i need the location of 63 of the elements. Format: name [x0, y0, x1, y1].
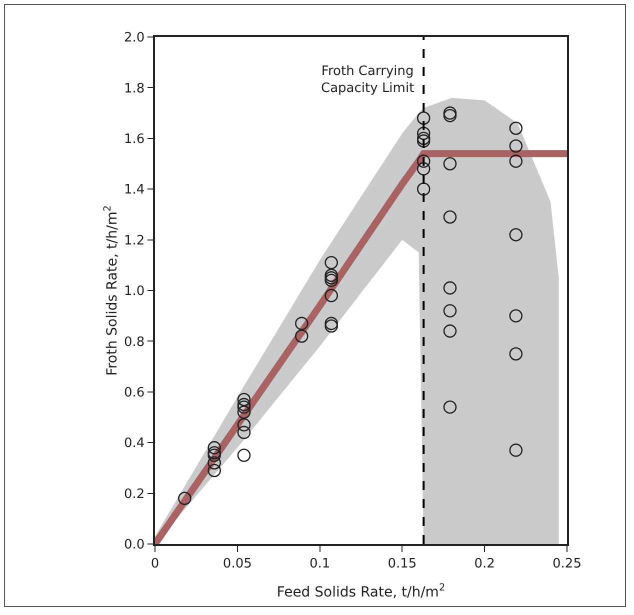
point [295, 316, 308, 330]
y-tick-label: 2.0 [124, 30, 145, 46]
y-tick-label: 0.6 [124, 385, 145, 400]
point [324, 288, 338, 302]
point [443, 324, 457, 338]
x-tick-label: 0.25 [552, 556, 582, 572]
point [324, 268, 338, 282]
point [208, 448, 221, 462]
point [237, 418, 251, 432]
point [237, 398, 251, 412]
point [443, 304, 457, 318]
y-tick-label: 1.6 [124, 132, 145, 147]
point [416, 111, 430, 125]
point [237, 406, 251, 419]
y-tick-label: 0.0 [124, 538, 145, 553]
x-tick-label: 0.05 [222, 556, 252, 572]
point [416, 134, 430, 148]
x-tick-label: 0.15 [388, 556, 417, 572]
point [178, 492, 192, 506]
y-tick-label: 1.0 [124, 284, 145, 300]
y-tick-label: 0.2 [124, 486, 145, 502]
point [509, 139, 523, 153]
point [208, 446, 221, 460]
point [443, 210, 457, 224]
x-tick-label: 0 [150, 556, 160, 572]
point [443, 281, 457, 295]
point [416, 132, 430, 146]
point [237, 426, 251, 440]
y-tick-label: 1.2 [124, 233, 145, 248]
point [509, 347, 523, 361]
point [416, 162, 430, 176]
x-tick-label: 0.2 [474, 556, 495, 572]
x-axis-title: Feed Solids Rate, t/h/m$^{2}$ [276, 582, 446, 600]
x-tick-label: 0.1 [309, 556, 330, 572]
point [324, 316, 338, 330]
point [509, 444, 523, 457]
point [208, 464, 221, 478]
point [237, 448, 251, 462]
point [324, 319, 338, 333]
ref-line-label: Froth Carrying Capacity Limit [321, 64, 414, 96]
point [295, 329, 308, 343]
y-tick-label: 0.4 [124, 436, 145, 452]
point [416, 126, 430, 140]
point [509, 228, 523, 242]
y-tick-label: 0.8 [124, 334, 145, 350]
point [324, 274, 338, 288]
point [509, 309, 523, 322]
point [208, 441, 221, 454]
point [324, 271, 338, 284]
point [509, 122, 523, 135]
point [416, 154, 430, 168]
point [509, 154, 523, 168]
point [208, 456, 221, 470]
point [443, 108, 457, 122]
y-tick-label: 1.8 [124, 81, 145, 96]
point [443, 400, 457, 414]
point [237, 400, 251, 414]
y-tick-label: 1.4 [124, 182, 145, 198]
point [324, 256, 338, 270]
point [416, 182, 430, 196]
point [443, 157, 457, 170]
point [237, 392, 251, 406]
point [443, 106, 457, 120]
